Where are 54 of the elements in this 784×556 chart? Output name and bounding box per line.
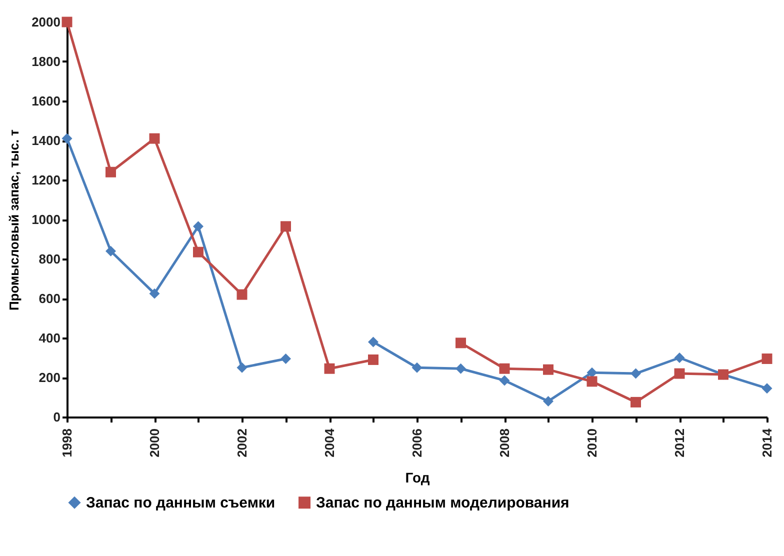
y-axis-title: Промысловый запас, тыс. т [6, 129, 22, 311]
point [106, 246, 116, 256]
point [236, 362, 248, 373]
y-tick-label: 1600 [32, 94, 60, 108]
point [543, 364, 554, 375]
y-tick-label: 0 [53, 410, 60, 424]
x-tick-label: 2006 [410, 428, 424, 458]
point [280, 353, 291, 364]
point [499, 363, 510, 374]
point [412, 362, 422, 373]
y-tick-label: 600 [38, 291, 60, 306]
y-tick-label: 1200 [32, 172, 60, 188]
legend-label: Запас по данным съемки [86, 494, 276, 512]
x-tick-label: 2004 [322, 428, 337, 458]
legend-label: Запас по данным моделирования [316, 494, 570, 512]
point [762, 383, 772, 394]
point [630, 396, 641, 408]
x-tick-label: 2010 [584, 428, 600, 458]
y-tick-label: 1800 [32, 54, 60, 69]
x-tick-label: 1998 [60, 428, 74, 458]
point [762, 353, 772, 364]
point [280, 221, 291, 232]
y-tick-label: 800 [38, 252, 60, 266]
point [193, 221, 204, 232]
point [630, 368, 641, 379]
point [62, 16, 72, 28]
point [586, 376, 598, 387]
point [456, 338, 466, 348]
point [674, 368, 685, 379]
x-tick-label: 2002 [234, 428, 250, 458]
point [236, 289, 248, 300]
point [543, 396, 554, 406]
x-axis-title: Год [405, 469, 430, 486]
point [368, 354, 378, 365]
y-tick-label: 200 [38, 370, 60, 385]
point [149, 133, 160, 144]
point [106, 166, 116, 178]
point [456, 363, 466, 374]
point [149, 288, 160, 299]
point [586, 367, 598, 378]
x-tick-label: 2008 [497, 428, 512, 458]
point [674, 352, 685, 363]
x-tick-label: 2014 [760, 428, 774, 458]
point [193, 246, 204, 258]
y-tick-label: 400 [38, 330, 60, 346]
point [499, 375, 510, 386]
point [324, 363, 335, 374]
point [62, 133, 72, 144]
y-tick-label: 1400 [32, 133, 60, 148]
x-tick-label: 2000 [147, 428, 162, 458]
point [368, 336, 378, 348]
y-tick-label: 1000 [32, 212, 60, 227]
x-tick-label: 2012 [672, 428, 687, 458]
y-tick-label: 2000 [32, 14, 60, 30]
